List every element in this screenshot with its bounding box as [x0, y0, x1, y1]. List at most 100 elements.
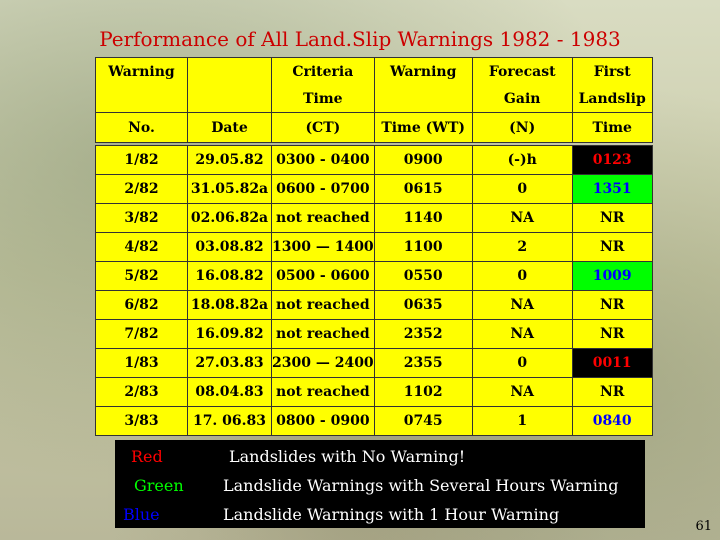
- cell-no: 3/83: [95, 406, 188, 436]
- cell-gain: (-)h: [471, 145, 573, 175]
- table-row: 3/82 02.06.82a not reached 1140 NA NR: [95, 203, 653, 233]
- header-cell: Forecast: [471, 57, 573, 85]
- header-cell: (N): [471, 112, 573, 143]
- cell-gain: 0: [471, 348, 573, 378]
- cell-date: 02.06.82a: [187, 203, 272, 233]
- header-cell: Warning: [373, 57, 473, 85]
- cell-date: 08.04.83: [187, 377, 272, 407]
- table-row: 2/83 08.04.83 not reached 1102 NA NR: [95, 377, 653, 407]
- header-cell: Criteria: [271, 57, 375, 85]
- cell-gain: NA: [471, 319, 573, 349]
- legend-key-red: Red: [131, 447, 163, 466]
- cell-ct: 1300 — 1400: [271, 232, 375, 262]
- legend-key-blue: Blue: [123, 505, 160, 524]
- cell-wt: 0900: [373, 145, 473, 175]
- header-cell: [187, 85, 272, 113]
- header-cell: Warning: [95, 57, 188, 85]
- table-row: 1/83 27.03.83 2300 — 2400 2355 0 0011: [95, 348, 653, 378]
- cell-first: NR: [571, 377, 653, 407]
- cell-wt: 1100: [373, 232, 473, 262]
- table-row: 5/82 16.08.82 0500 - 0600 0550 0 1009: [95, 261, 653, 291]
- table-row: 6/82 18.08.82a not reached 0635 NA NR: [95, 290, 653, 320]
- cell-wt: 2352: [373, 319, 473, 349]
- legend-box: Red Landslides with No Warning! Green La…: [115, 440, 645, 528]
- header-cell: Time: [571, 112, 653, 143]
- cell-wt: 0615: [373, 174, 473, 204]
- slide-title: Performance of All Land.Slip Warnings 19…: [99, 27, 621, 51]
- header-cell: Gain: [471, 85, 573, 113]
- header-cell: [187, 57, 272, 85]
- cell-no: 1/82: [95, 145, 188, 175]
- table-row: 2/82 31.05.82a 0600 - 0700 0615 0 1351: [95, 174, 653, 204]
- header-cell: First: [571, 57, 653, 85]
- warnings-table: Warning Criteria Warning Forecast First …: [95, 57, 653, 436]
- legend-row-red: Red Landslides with No Warning!: [115, 442, 645, 470]
- header-row-3: No. Date (CT) Time (WT) (N) Time: [95, 112, 653, 143]
- cell-ct: 0800 - 0900: [271, 406, 375, 436]
- cell-no: 7/82: [95, 319, 188, 349]
- cell-no: 5/82: [95, 261, 188, 291]
- header-cell: Time (WT): [373, 112, 473, 143]
- cell-gain: 1: [471, 406, 573, 436]
- cell-ct: not reached: [271, 203, 375, 233]
- cell-date: 16.09.82: [187, 319, 272, 349]
- table-body: Warning Criteria Warning Forecast First …: [95, 57, 653, 436]
- cell-first: 0840: [571, 406, 653, 436]
- legend-row-green: Green Landslide Warnings with Several Ho…: [115, 471, 645, 499]
- cell-ct: 0300 - 0400: [271, 145, 375, 175]
- cell-ct: 0500 - 0600: [271, 261, 375, 291]
- cell-first: NR: [571, 319, 653, 349]
- table-row: 3/83 17. 06.83 0800 - 0900 0745 1 0840: [95, 406, 653, 436]
- cell-first: NR: [571, 232, 653, 262]
- cell-gain: 0: [471, 261, 573, 291]
- cell-date: 03.08.82: [187, 232, 272, 262]
- header-cell: Date: [187, 112, 272, 143]
- header-cell: [95, 85, 188, 113]
- cell-no: 2/82: [95, 174, 188, 204]
- cell-first: 0011: [571, 348, 653, 378]
- legend-text-green: Landslide Warnings with Several Hours Wa…: [223, 476, 619, 495]
- header-row-1: Warning Criteria Warning Forecast First: [95, 57, 653, 85]
- cell-date: 16.08.82: [187, 261, 272, 291]
- cell-gain: NA: [471, 290, 573, 320]
- header-cell: Time: [271, 85, 375, 113]
- cell-ct: 2300 — 2400: [271, 348, 375, 378]
- cell-date: 29.05.82: [187, 145, 272, 175]
- cell-no: 3/82: [95, 203, 188, 233]
- legend-key-green: Green: [134, 476, 184, 495]
- cell-first: 1009: [571, 261, 653, 291]
- cell-wt: 1140: [373, 203, 473, 233]
- cell-no: 2/83: [95, 377, 188, 407]
- cell-ct: not reached: [271, 319, 375, 349]
- cell-gain: 2: [471, 232, 573, 262]
- cell-first: NR: [571, 290, 653, 320]
- cell-ct: not reached: [271, 290, 375, 320]
- cell-first: NR: [571, 203, 653, 233]
- cell-gain: NA: [471, 377, 573, 407]
- cell-ct: not reached: [271, 377, 375, 407]
- cell-date: 31.05.82a: [187, 174, 272, 204]
- cell-wt: 0745: [373, 406, 473, 436]
- cell-wt: 0550: [373, 261, 473, 291]
- cell-first: 1351: [571, 174, 653, 204]
- header-row-2: Time Gain Landslip: [95, 85, 653, 113]
- cell-gain: 0: [471, 174, 573, 204]
- table-row: 1/82 29.05.82 0300 - 0400 0900 (-)h 0123: [95, 145, 653, 175]
- header-cell: (CT): [271, 112, 375, 143]
- cell-no: 6/82: [95, 290, 188, 320]
- cell-date: 17. 06.83: [187, 406, 272, 436]
- header-cell: No.: [95, 112, 188, 143]
- cell-wt: 1102: [373, 377, 473, 407]
- legend-text-red: Landslides with No Warning!: [229, 447, 466, 466]
- legend-row-blue: Blue Landslide Warnings with 1 Hour Warn…: [115, 500, 645, 528]
- cell-date: 27.03.83: [187, 348, 272, 378]
- page-number: 61: [695, 519, 712, 534]
- header-cell: [373, 85, 473, 113]
- cell-date: 18.08.82a: [187, 290, 272, 320]
- cell-gain: NA: [471, 203, 573, 233]
- cell-wt: 2355: [373, 348, 473, 378]
- legend-text-blue: Landslide Warnings with 1 Hour Warning: [223, 505, 560, 524]
- cell-no: 1/83: [95, 348, 188, 378]
- table-row: 4/82 03.08.82 1300 — 1400 1100 2 NR: [95, 232, 653, 262]
- cell-wt: 0635: [373, 290, 473, 320]
